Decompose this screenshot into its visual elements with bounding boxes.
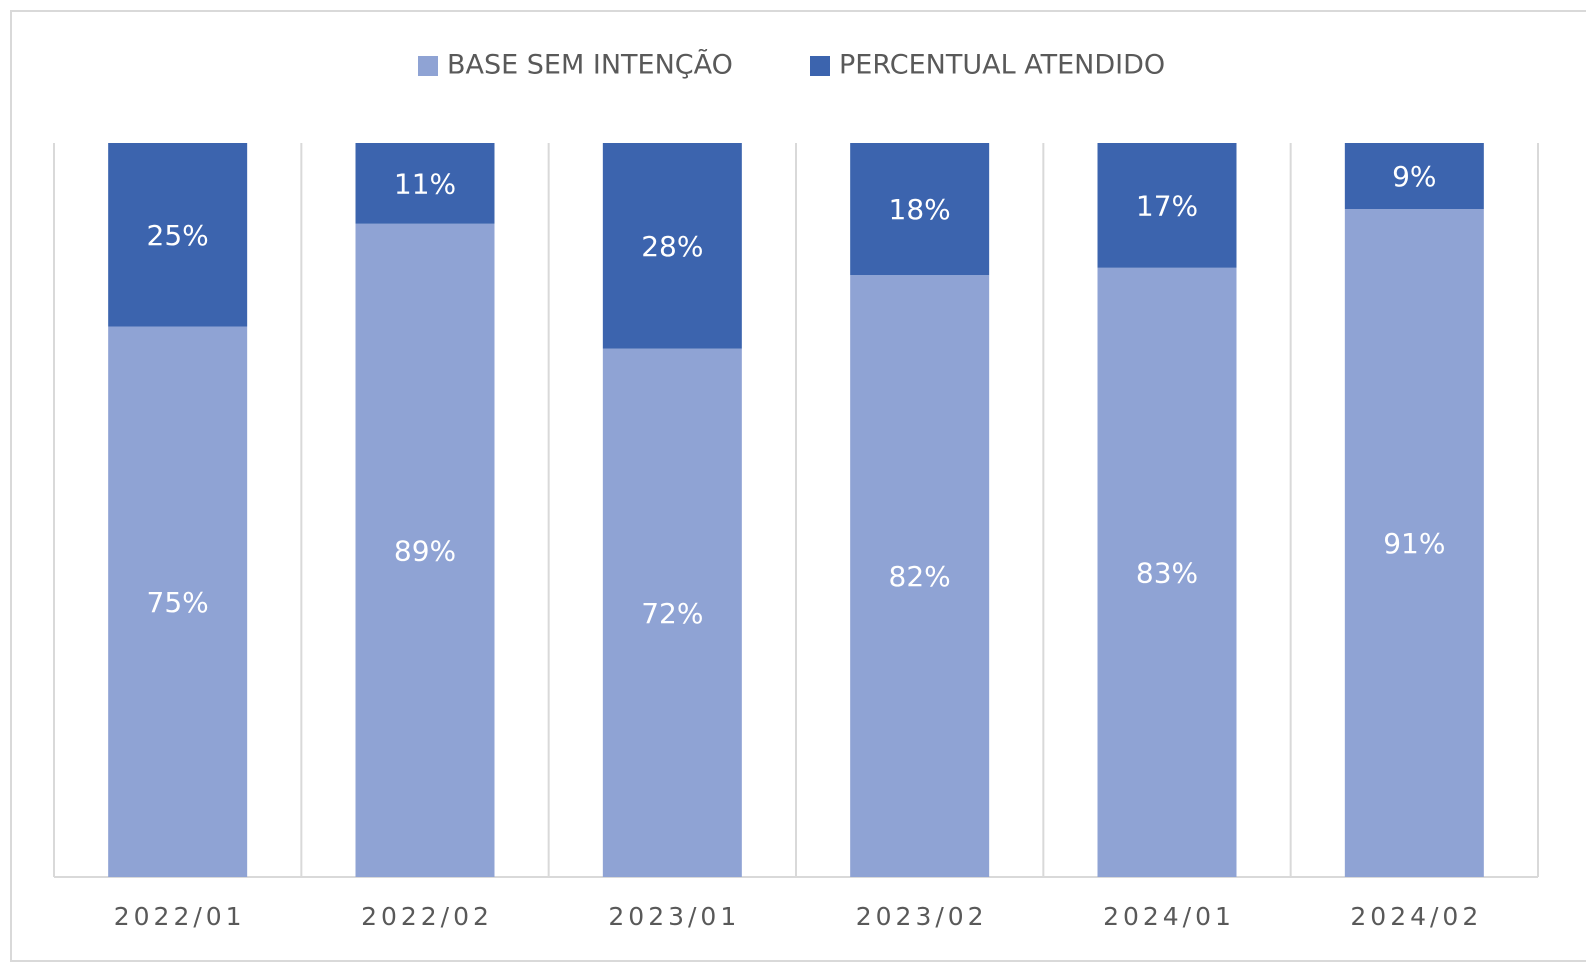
chart-border [10,10,1586,962]
bar-segment [602,348,742,877]
bar-segment [108,326,248,877]
bar-segment [850,143,990,276]
x-tick-label: 2023/01 [608,902,740,931]
bar-segment [108,143,248,327]
legend-label: BASE SEM INTENÇÃO [447,49,733,81]
x-tick-label: 2022/01 [114,902,246,931]
data-label: 89% [394,534,456,567]
bar-segment [1097,143,1237,268]
bar-segment [850,275,990,877]
legend-swatch [418,56,438,76]
data-label: 28% [641,230,703,263]
bar-segment [602,143,742,349]
bar-segment [1344,209,1484,877]
bar-segment [355,223,495,878]
legend-label: PERCENTUAL ATENDIDO [839,50,1165,81]
legend-swatch [810,56,830,76]
data-label: 17% [1136,189,1198,222]
data-label: 25% [147,219,209,252]
x-tick-label: 2022/02 [361,902,493,931]
data-label: 83% [1136,556,1198,589]
data-label: 91% [1383,527,1445,560]
x-tick-label: 2024/01 [1103,902,1235,931]
data-label: 11% [394,167,456,200]
data-label: 18% [889,193,951,226]
x-tick-label: 2024/02 [1350,902,1482,931]
data-label: 9% [1392,160,1436,193]
x-tick-label: 2023/02 [856,902,988,931]
data-label: 72% [641,597,703,630]
bar-segment [1344,143,1484,210]
data-label: 82% [889,560,951,593]
bar-segment [355,143,495,224]
data-label: 75% [147,586,209,619]
bar-segment [1097,267,1237,877]
